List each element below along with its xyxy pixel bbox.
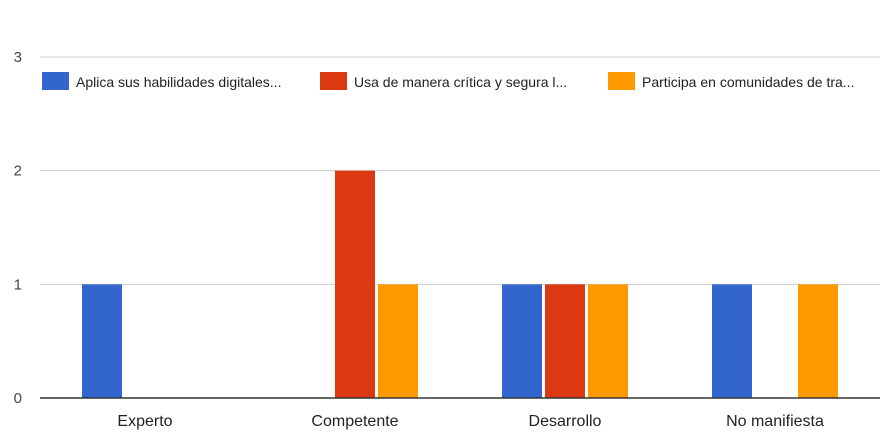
y-tick-label: 3 bbox=[14, 49, 22, 66]
bar[interactable] bbox=[82, 284, 122, 398]
bar[interactable] bbox=[502, 284, 542, 398]
bar[interactable] bbox=[335, 170, 375, 398]
y-tick-label: 0 bbox=[14, 390, 22, 407]
y-axis-ticks: 0 1 2 3 bbox=[14, 49, 22, 407]
legend-swatch bbox=[608, 72, 635, 90]
x-category-label: Competente bbox=[311, 413, 398, 430]
x-axis-categories: Experto Competente Desarrollo No manifiesta bbox=[117, 413, 824, 430]
bar[interactable] bbox=[712, 284, 752, 398]
bar[interactable] bbox=[545, 284, 585, 398]
legend-swatch bbox=[320, 72, 347, 90]
x-category-label: Experto bbox=[117, 413, 172, 430]
legend-label: Aplica sus habilidades digitales... bbox=[76, 74, 281, 90]
gridlines bbox=[40, 56, 880, 285]
legend[interactable]: Aplica sus habilidades digitales... Usa d… bbox=[42, 72, 854, 90]
legend-label: Usa de manera crítica y segura l... bbox=[354, 74, 567, 90]
legend-swatch bbox=[42, 72, 69, 90]
x-category-label: Desarrollo bbox=[529, 413, 602, 430]
y-tick-label: 1 bbox=[14, 276, 22, 293]
bars bbox=[82, 170, 838, 398]
legend-label: Participa en comunidades de tra... bbox=[642, 74, 854, 90]
y-tick-label: 2 bbox=[14, 163, 22, 180]
bar[interactable] bbox=[588, 284, 628, 398]
x-category-label: No manifiesta bbox=[726, 413, 824, 430]
bar[interactable] bbox=[798, 284, 838, 398]
bar[interactable] bbox=[378, 284, 418, 398]
